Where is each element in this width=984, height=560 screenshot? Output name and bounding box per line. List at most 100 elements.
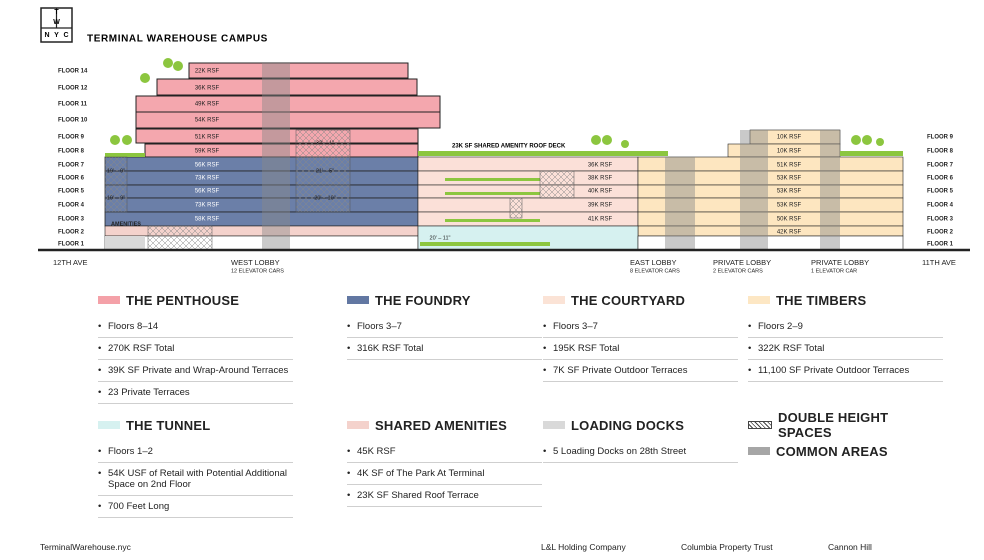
legend-title-text: THE COURTYARD [571,292,686,308]
legend-swatch [543,296,565,304]
legend-title: THE TIMBERS [748,292,943,308]
floor-label: FLOOR 3 [927,217,954,223]
amenities-label: AMENITIES [111,221,141,227]
legend-title-text: THE FOUNDRY [375,292,471,308]
floor-label: FLOOR 12 [58,86,88,92]
legend-swatch [748,296,770,304]
street-label: 12TH AVE [53,258,87,267]
logo-letter: T [54,9,59,16]
floor-label: FLOOR 14 [58,69,88,75]
street-note: 12 ELEVATOR CARS [231,268,284,274]
legend-title-text: LOADING DOCKS [571,417,685,433]
legend-group: SHARED AMENITIES 45K RSF4K SF of The Park… [347,417,542,507]
legend-item: 700 Feet Long [98,496,293,518]
street-note: 1 ELEVATOR CAR [811,268,857,274]
legend-title-text: THE TIMBERS [776,292,867,308]
logo-letter: W [53,19,60,26]
legend-item: Floors 1–2 [98,441,293,463]
footer-credit: L&L Holding Company [541,542,626,552]
rsf-label: 73K RSF [195,176,220,182]
legend-item: Floors 2–9 [748,316,943,338]
street-label: PRIVATE LOBBY [811,258,869,267]
legend-items: Floors 3–7316K RSF Total [347,316,542,360]
legend-group: THE PENTHOUSE Floors 8–14270K RSF Total39… [98,292,293,404]
legend-title: THE COURTYARD [543,292,738,308]
rsf-label: 10K RSF [777,135,802,141]
legend-items: Floors 2–9322K RSF Total11,100 SF Privat… [748,316,943,382]
title: TERMINAL WAREHOUSE CAMPUS [87,34,268,45]
dimension: 20' – 10" [314,195,335,201]
rsf-label: 54K RSF [195,118,220,124]
floor-label: FLOOR 5 [927,189,954,195]
legend-swatch [98,421,120,429]
legend-group: THE TUNNEL Floors 1–254K USF of Retail wi… [98,417,293,518]
rsf-label: 73K RSF [195,203,220,209]
section-diagram: T W N Y C TERMINAL WAREHOUSE CAMPUS FLOO… [38,7,970,274]
legend-item: 45K RSF [347,441,542,463]
legend-items: Floors 3–7195K RSF Total7K SF Private Ou… [543,316,738,382]
legend-title-text: THE TUNNEL [126,417,211,433]
legend-item: 316K RSF Total [347,338,542,360]
loading-dock [105,236,145,250]
tunnel [417,225,639,251]
legend-item: Floors 3–7 [347,316,542,338]
dimension: 21' – 5" [316,168,334,174]
rsf-label: 42K RSF [777,230,802,236]
floor-label: FLOOR 3 [58,217,85,223]
floor-label: FLOOR 1 [927,242,954,248]
legend-items: Floors 8–14270K RSF Total39K SF Private … [98,316,293,404]
legend-title-text: DOUBLE HEIGHT SPACES [778,410,889,440]
floor-label: FLOOR 9 [927,135,954,141]
floor-label: FLOOR 2 [58,230,85,236]
double-height [104,129,575,251]
legend-title-text: SHARED AMENITIES [375,417,508,433]
dimension: 19' – 9" [107,168,125,174]
legend-swatch [347,421,369,429]
floor-label: FLOOR 4 [58,203,85,209]
legend-item: Floors 3–7 [543,316,738,338]
rsf-label: 41K RSF [588,217,613,223]
legend-swatch [98,296,120,304]
floor-label: FLOOR 9 [58,135,85,141]
rsf-label: 58K RSF [195,217,220,223]
rsf-label: 59K RSF [195,149,220,155]
rsf-label: 40K RSF [588,189,613,195]
street-note: 8 ELEVATOR CARS [630,268,680,274]
legend-item: 270K RSF Total [98,338,293,360]
timbers [637,129,904,237]
legend-swatch [347,296,369,304]
street-label: EAST LOBBY [630,258,677,267]
legend-swatch [748,421,772,429]
rsf-label: 36K RSF [588,163,613,169]
legend-title: DOUBLE HEIGHT SPACES [748,410,943,440]
floor-label: FLOOR 2 [927,230,954,236]
rsf-label: 51K RSF [777,163,802,169]
floor-label: FLOOR 5 [58,189,85,195]
street-note: 2 ELEVATOR CARS [713,268,763,274]
legend-group: THE TIMBERS Floors 2–9322K RSF Total11,10… [748,292,943,382]
street-label: WEST LOBBY [231,258,280,267]
legend-group: LOADING DOCKS 5 Loading Docks on 28th Str… [543,417,738,463]
legend-title: THE TUNNEL [98,417,293,433]
legend-item: 5 Loading Docks on 28th Street [543,441,738,463]
footer-link[interactable]: TerminalWarehouse.nyc [40,542,131,552]
rsf-label: 53K RSF [777,189,802,195]
legend-group: THE FOUNDRY Floors 3–7316K RSF Total [347,292,542,360]
legend-title-text: THE PENTHOUSE [126,292,240,308]
dimension: 32' – 1" [316,140,334,146]
floor-label: FLOOR 10 [58,118,88,124]
legend-item: 322K RSF Total [748,338,943,360]
dimension: 19' – 9" [107,195,125,201]
rsf-label: 10K RSF [777,149,802,155]
rsf-label: 51K RSF [195,135,220,141]
legend-item: 54K USF of Retail with Potential Additio… [98,463,293,496]
rsf-label: 39K RSF [588,203,613,209]
floor-label: FLOOR 1 [58,242,85,248]
common-areas [262,63,840,250]
legend-title: COMMON AREAS [748,443,943,459]
legend-title: THE FOUNDRY [347,292,542,308]
logo-letter: Y [54,32,59,39]
dimension: 20' – 11" [430,235,451,241]
legend-item: 4K SF of The Park At Terminal [347,463,542,485]
